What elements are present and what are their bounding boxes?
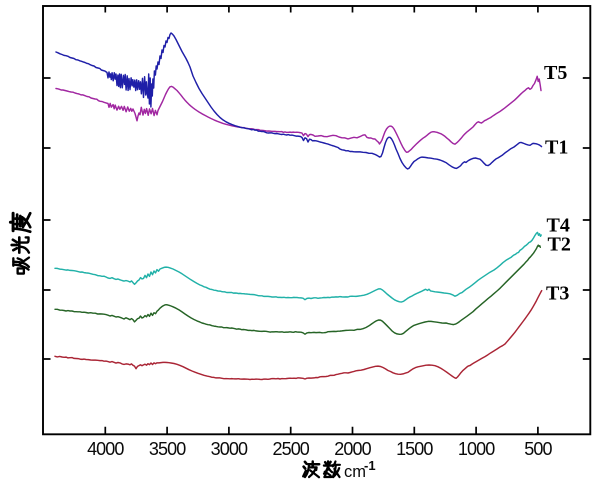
svg-text:2000: 2000 (334, 439, 371, 459)
svg-text:2500: 2500 (272, 439, 309, 459)
svg-text:T2: T2 (548, 234, 571, 256)
svg-text:3000: 3000 (211, 439, 248, 459)
svg-text:1500: 1500 (396, 439, 433, 459)
svg-text:cm: cm (344, 463, 366, 481)
svg-text:T4: T4 (547, 215, 570, 237)
svg-text:T5: T5 (544, 62, 567, 84)
svg-text:1000: 1000 (458, 439, 495, 459)
svg-text:T1: T1 (545, 137, 568, 159)
svg-text:500: 500 (524, 439, 552, 459)
svg-text:4000: 4000 (87, 439, 124, 459)
svg-text:-1: -1 (364, 458, 376, 473)
svg-text:T3: T3 (546, 283, 569, 305)
svg-text:3500: 3500 (149, 439, 186, 459)
